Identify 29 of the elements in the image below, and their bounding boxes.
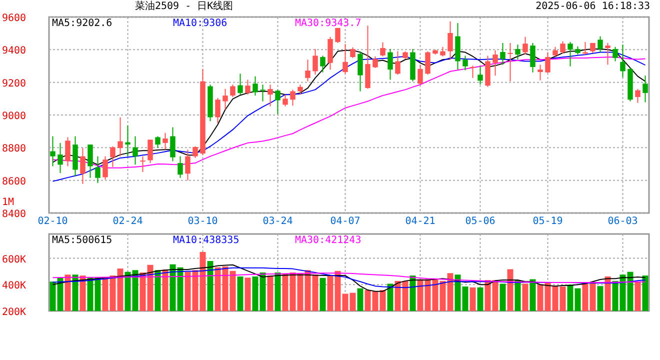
x-tick-label: 02-24 <box>112 216 143 227</box>
x-tick-label: 04-21 <box>405 216 436 227</box>
text: MA5:500615 <box>52 235 112 246</box>
x-tick-label: 05-06 <box>465 216 496 227</box>
y-tick-label: 600K <box>2 254 26 266</box>
text: 1M <box>2 197 14 208</box>
y-tick-label: 9200 <box>2 78 26 90</box>
y-tick-label: 9000 <box>2 111 26 122</box>
text: MA10:9306 <box>173 18 228 29</box>
x-tick-label: 02-10 <box>38 216 68 227</box>
y-tick-label: 9400 <box>2 46 26 57</box>
x-tick-label: 04-07 <box>330 216 360 227</box>
text: MA5:9202.6 <box>52 18 112 29</box>
y-tick-label: 8400 <box>2 209 26 220</box>
x-tick-label: 03-24 <box>262 216 293 227</box>
y-tick-label: 8600 <box>2 176 26 188</box>
x-tick-label: 03-10 <box>188 216 218 227</box>
chart-title: 菜油2509 - 日K线图 <box>135 0 234 12</box>
text: MA30:9343.7 <box>295 18 362 29</box>
y-tick-label: 400K <box>2 280 26 292</box>
text: MA10:438335 <box>173 235 240 246</box>
text: MA30:421243 <box>295 235 362 246</box>
y-tick-label: 8800 <box>2 144 26 155</box>
y-tick-label: 9600 <box>2 13 26 24</box>
x-tick-label: 05-19 <box>532 216 563 227</box>
y-tick-label: 200K <box>2 307 26 318</box>
x-tick-label: 06-03 <box>608 216 638 227</box>
line-series <box>52 272 646 284</box>
chart-subtitle: 2025-06-06 16:18:33 <box>536 1 650 12</box>
